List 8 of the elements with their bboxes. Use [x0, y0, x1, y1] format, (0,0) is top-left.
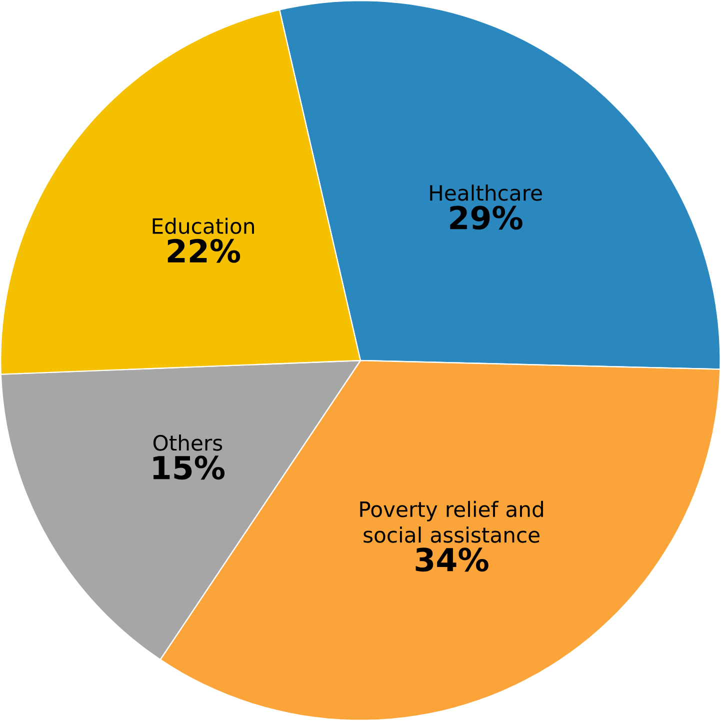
data-label: 22% [168, 238, 240, 263]
data-label: 34% [416, 548, 488, 572]
slice-label: Others [153, 434, 222, 451]
slice-label: Education [152, 218, 254, 234]
slice-label: Poverty relief and social assistance [360, 500, 544, 543]
data-label: 29% [450, 206, 522, 230]
data-label: 15% [153, 456, 225, 480]
slice-label: Healthcare [430, 184, 542, 201]
